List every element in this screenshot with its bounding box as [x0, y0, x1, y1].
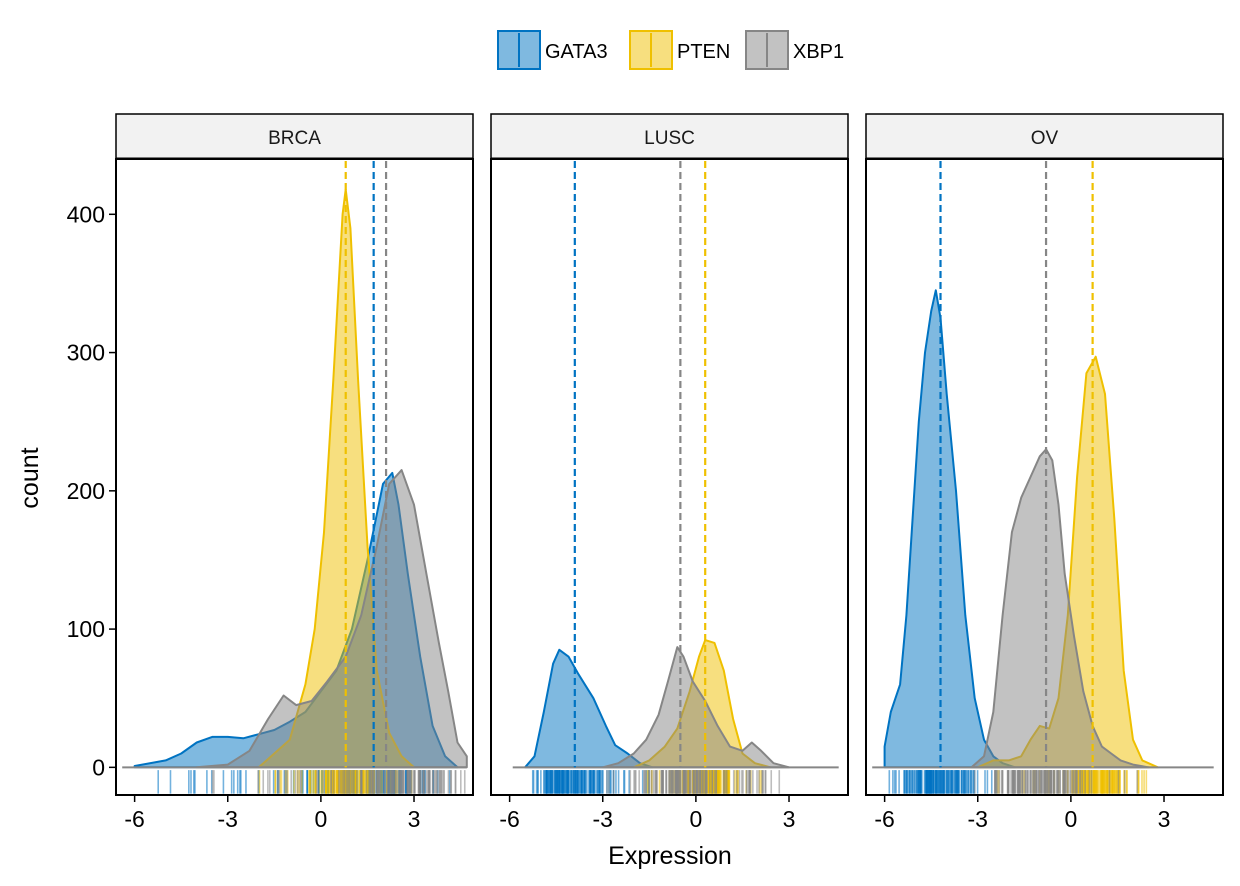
legend: GATA3 PTEN XBP1: [497, 30, 844, 70]
y-axis: 0 100 200 300 400: [67, 201, 116, 780]
x-tick-label: 0: [314, 806, 327, 832]
x-tick-label: 0: [689, 806, 702, 832]
legend-key-xbp1: XBP1: [745, 30, 844, 70]
x-tick-label: -6: [499, 806, 519, 832]
legend-key-gata3: GATA3: [497, 30, 608, 70]
x-tick-label: 3: [783, 806, 796, 832]
panel-brca: BRCA -6 -3 0 3: [115, 113, 474, 832]
density-area-xbp1: [970, 448, 1150, 769]
facet-panels: BRCA -6 -3 0 3 LUSC -6 -3 0 3 OV -6 -3 0 3: [115, 113, 1224, 832]
legend-key-pten: PTEN: [629, 30, 730, 70]
x-tick-label: 3: [1158, 806, 1171, 832]
x-tick-label: 3: [408, 806, 421, 832]
strip-label-brca: BRCA: [268, 128, 321, 149]
legend-label-gata3: GATA3: [545, 41, 608, 63]
x-tick-label: 0: [1064, 806, 1077, 832]
x-tick-label: -3: [218, 806, 238, 832]
x-axis-title: Expression: [608, 842, 732, 870]
panel-border: [115, 158, 474, 796]
x-tick-label: -3: [593, 806, 613, 832]
rug-lusc: [531, 770, 781, 794]
y-tick-label: 0: [92, 754, 105, 780]
legend-label-xbp1: XBP1: [793, 41, 844, 63]
y-tick-label: 200: [67, 478, 105, 504]
x-tick-label: -6: [124, 806, 144, 832]
y-tick-label: 100: [67, 616, 105, 642]
strip-label-ov: OV: [1031, 128, 1059, 149]
strip-background: [490, 113, 849, 160]
y-tick-label: 400: [67, 201, 105, 227]
legend-label-pten: PTEN: [677, 41, 730, 63]
panel-border: [490, 158, 849, 796]
x-tick-label: -3: [968, 806, 988, 832]
y-axis-title: count: [16, 447, 44, 508]
rug-ov: [888, 770, 1148, 794]
panel-border: [865, 158, 1224, 796]
density-area-xbp1: [601, 646, 790, 769]
strip-background: [865, 113, 1224, 160]
y-tick-label: 300: [67, 340, 105, 366]
panel-lusc: LUSC -6 -3 0 3: [490, 113, 849, 832]
strip-label-lusc: LUSC: [644, 128, 695, 149]
rug-brca: [157, 770, 466, 794]
x-tick-label: -6: [874, 806, 894, 832]
strip-background: [115, 113, 474, 160]
density-area-xbp1: [195, 469, 468, 769]
panel-ov: OV -6 -3 0 3: [865, 113, 1224, 832]
